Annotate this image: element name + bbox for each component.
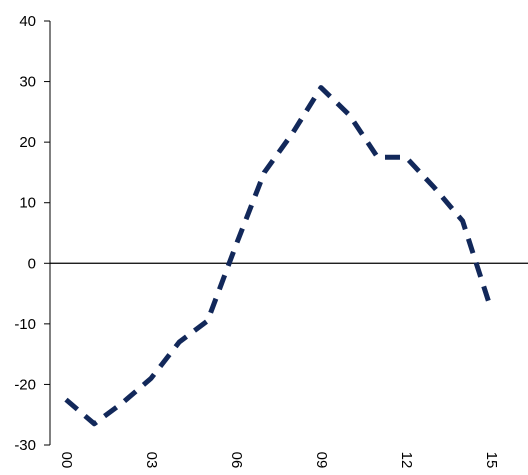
y-tick-label: 20 <box>19 134 36 151</box>
x-tick-label: 00 <box>58 452 75 469</box>
y-tick-label: -20 <box>14 376 36 393</box>
y-tick-label: 40 <box>19 13 36 30</box>
x-tick-label: 09 <box>313 452 330 469</box>
series-line <box>64 85 494 427</box>
y-tick-label: 10 <box>19 195 36 212</box>
x-tick-label: 06 <box>228 452 245 469</box>
x-tick-label: 12 <box>398 452 415 469</box>
y-tick-label: -10 <box>14 316 36 333</box>
x-axis-ticks: 00 03 06 09 12 15 <box>58 452 500 469</box>
series-group <box>64 85 494 427</box>
y-tick-label: 30 <box>19 74 36 91</box>
y-tick-label: -30 <box>14 437 36 454</box>
x-tick-label: 15 <box>483 452 500 469</box>
y-tick-label: 0 <box>28 255 36 272</box>
y-axis-ticks: -30 -20 -10 0 10 20 30 40 <box>14 13 50 454</box>
x-tick-label: 03 <box>143 452 160 469</box>
